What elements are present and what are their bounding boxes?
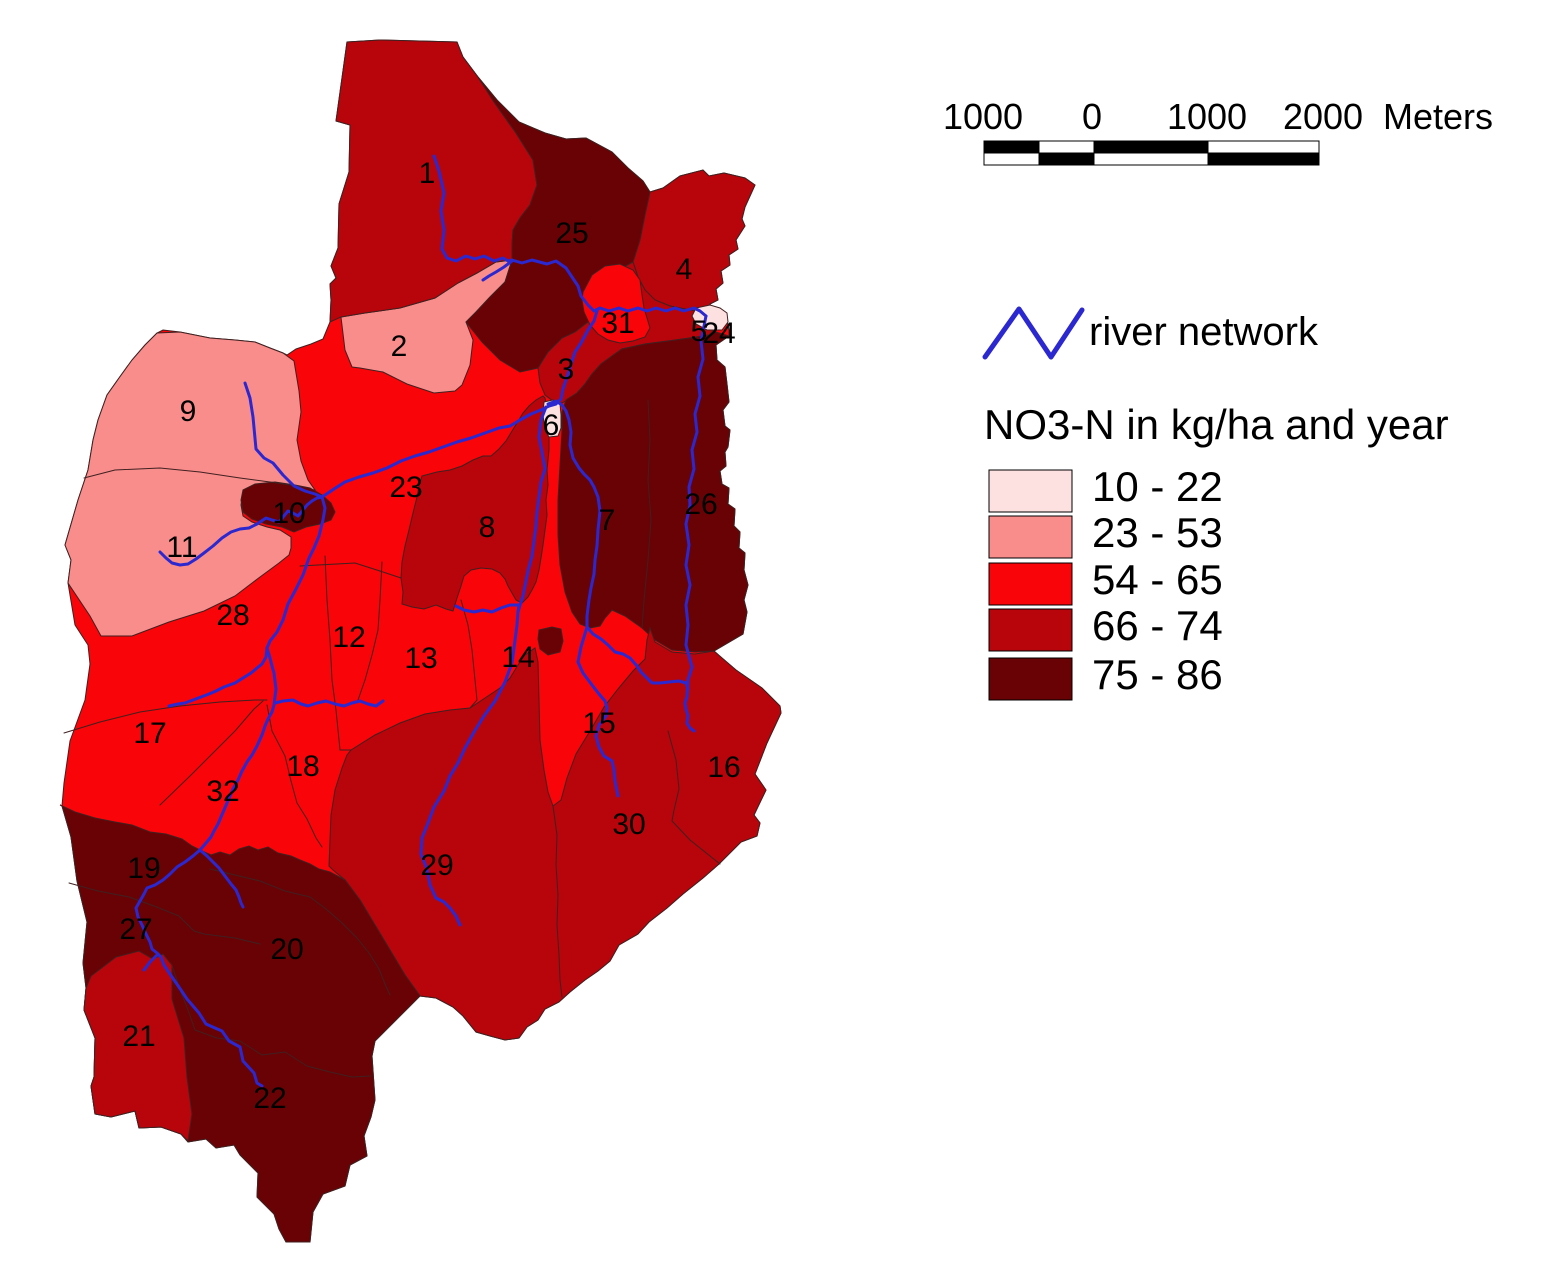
svg-text:32: 32 <box>206 775 239 808</box>
svg-text:12: 12 <box>332 621 365 654</box>
svg-text:3: 3 <box>558 353 575 386</box>
svg-text:7: 7 <box>599 504 616 537</box>
svg-text:Meters: Meters <box>1383 96 1493 137</box>
svg-text:8: 8 <box>479 511 496 544</box>
svg-text:19: 19 <box>127 852 160 885</box>
svg-text:23: 23 <box>389 471 422 504</box>
svg-text:27: 27 <box>119 913 152 946</box>
svg-text:16: 16 <box>707 751 740 784</box>
svg-text:23 - 53: 23 - 53 <box>1092 509 1223 556</box>
svg-text:river network: river network <box>1089 310 1319 354</box>
svg-text:1: 1 <box>419 157 436 190</box>
svg-text:75 - 86: 75 - 86 <box>1092 651 1223 698</box>
svg-text:31: 31 <box>601 307 634 340</box>
svg-text:NO3-N in kg/ha and year: NO3-N in kg/ha and year <box>984 401 1449 448</box>
svg-text:2000: 2000 <box>1283 96 1363 137</box>
svg-text:30: 30 <box>612 808 645 841</box>
svg-text:0: 0 <box>1082 96 1102 137</box>
svg-text:28: 28 <box>216 599 249 632</box>
svg-text:4: 4 <box>676 253 693 286</box>
svg-text:29: 29 <box>420 849 453 882</box>
svg-text:18: 18 <box>286 750 319 783</box>
svg-text:1000: 1000 <box>943 96 1023 137</box>
svg-text:2: 2 <box>391 330 408 363</box>
svg-text:24: 24 <box>702 317 735 350</box>
svg-text:11: 11 <box>166 531 197 564</box>
svg-text:10 - 22: 10 - 22 <box>1092 463 1223 510</box>
svg-text:13: 13 <box>404 642 437 675</box>
svg-text:5: 5 <box>691 315 708 348</box>
svg-text:9: 9 <box>180 395 197 428</box>
svg-text:14: 14 <box>501 641 534 674</box>
svg-text:66 - 74: 66 - 74 <box>1092 602 1223 649</box>
svg-text:15: 15 <box>582 707 615 740</box>
svg-text:1000: 1000 <box>1167 96 1247 137</box>
svg-text:22: 22 <box>253 1082 286 1115</box>
svg-text:26: 26 <box>684 488 717 521</box>
svg-text:10: 10 <box>272 497 305 530</box>
svg-text:25: 25 <box>555 217 588 250</box>
svg-text:20: 20 <box>270 933 303 966</box>
svg-text:54 - 65: 54 - 65 <box>1092 556 1223 603</box>
svg-text:17: 17 <box>133 717 166 750</box>
svg-text:21: 21 <box>122 1020 155 1053</box>
svg-text:6: 6 <box>543 409 560 442</box>
